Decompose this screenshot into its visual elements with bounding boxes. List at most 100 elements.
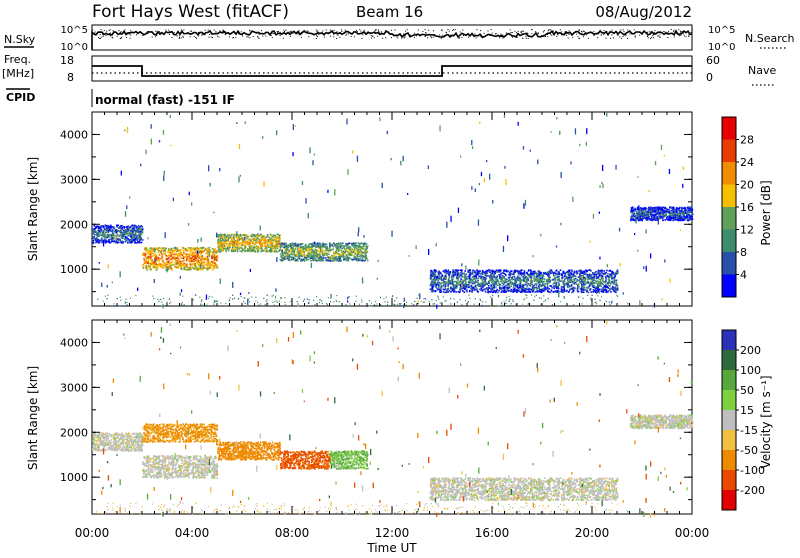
scatter-cell — [285, 253, 287, 255]
scatter-cell — [151, 259, 153, 261]
noise-search-dot — [678, 29, 679, 30]
scatter-cell — [291, 258, 293, 260]
scatter-cell — [312, 249, 314, 251]
noise-search-dot — [283, 38, 284, 39]
noise-search-dot — [409, 35, 410, 36]
scatter-cell — [560, 269, 562, 271]
scatter-cell — [143, 252, 145, 254]
scatter-cell — [299, 250, 301, 252]
scatter-cell — [536, 286, 538, 288]
scatter-cell — [315, 251, 317, 253]
scatter-feature-3 — [280, 242, 369, 262]
noise-search-dot — [583, 31, 584, 32]
scatter-cell — [202, 255, 204, 257]
scatter-cell — [303, 253, 305, 255]
scatter-cell — [193, 261, 195, 263]
scatter-cell — [430, 272, 432, 274]
noise-search-dot — [232, 37, 233, 38]
scatter-cell — [474, 277, 476, 279]
noise-search-dot — [289, 34, 290, 35]
noise-search-dot — [368, 32, 369, 33]
scatter-cell — [226, 237, 228, 239]
scatter-cell — [464, 278, 466, 280]
noise-search-dot — [613, 37, 614, 38]
noise-search-dot — [272, 33, 273, 34]
scatter-cell — [125, 231, 127, 233]
scatter-cell — [133, 237, 135, 239]
scatter-cell — [215, 257, 217, 259]
noise-search-dot — [363, 33, 364, 34]
scatter-cell — [119, 239, 121, 241]
scatter-cell — [474, 270, 476, 272]
scatter-cell — [436, 277, 438, 279]
scatter-cell — [570, 276, 572, 278]
scatter-cell — [93, 237, 95, 239]
scatter-cell — [460, 278, 462, 280]
scatter-cell — [326, 247, 328, 249]
scatter-cell — [323, 257, 325, 259]
scatter-cell — [556, 277, 558, 279]
scatter-cell — [217, 251, 219, 253]
noise-search-dot — [180, 32, 181, 33]
scatter-cell — [202, 247, 204, 249]
scatter-cell — [612, 286, 614, 288]
scatter-cell — [142, 232, 144, 234]
scatter-cell — [152, 266, 154, 268]
scatter-cell — [105, 240, 107, 242]
scatter-cell — [510, 289, 512, 291]
scatter-cell — [443, 289, 445, 291]
scatter-cell — [213, 266, 215, 268]
noise-search-dot — [280, 32, 281, 33]
noise-search-dot — [324, 37, 325, 38]
scatter-cell — [236, 243, 238, 245]
scatter-cell — [522, 284, 524, 286]
scatter-cell — [168, 250, 170, 252]
scatter-cell — [170, 262, 172, 264]
noise-search-dot — [458, 38, 459, 39]
scatter-cell — [186, 264, 188, 266]
noise-search-dot — [587, 33, 588, 34]
scatter-cell — [196, 267, 198, 269]
noise-search-dot — [290, 34, 291, 35]
noise-search-dot — [611, 34, 612, 35]
noise-search-dot — [551, 31, 552, 32]
scatter-cell — [113, 226, 115, 228]
scatter-cell — [144, 262, 146, 264]
scatter-cell — [616, 280, 618, 282]
scatter-cell — [501, 283, 503, 285]
noise-search-dot — [124, 31, 125, 32]
scatter-cell — [365, 259, 367, 261]
noise-search-dot — [512, 37, 513, 38]
scatter-cell — [219, 251, 221, 253]
noise-search-dot — [182, 36, 183, 37]
scatter-cell — [321, 256, 323, 258]
scatter-cell — [252, 239, 254, 241]
noise-search-dot — [428, 30, 429, 31]
scatter-cell — [335, 251, 337, 253]
scatter-cell — [537, 276, 539, 278]
scatter-cell — [240, 250, 242, 252]
scatter-cell — [108, 240, 110, 242]
scatter-cell — [157, 268, 159, 270]
scatter-cell — [613, 278, 615, 280]
scatter-cell — [528, 270, 530, 272]
scatter-cell — [277, 246, 279, 248]
scatter-cell — [261, 248, 263, 250]
noise-search-dot — [675, 33, 676, 34]
scatter-cell — [452, 281, 454, 283]
scatter-cell — [513, 285, 515, 287]
scatter-cell — [319, 260, 321, 262]
scatter-cell — [271, 234, 273, 236]
noise-search-dot — [403, 34, 404, 35]
scatter-cell — [136, 242, 138, 244]
scatter-cell — [92, 233, 94, 235]
noise-search-dot — [103, 36, 104, 37]
scatter-cell — [112, 240, 114, 242]
noise-search-dot — [516, 32, 517, 33]
scatter-cell — [117, 225, 119, 227]
scatter-cell — [121, 237, 123, 239]
scatter-cell — [430, 278, 432, 280]
scatter-cell — [322, 244, 324, 246]
scatter-cell — [530, 269, 532, 271]
noise-search-dot — [582, 32, 583, 33]
